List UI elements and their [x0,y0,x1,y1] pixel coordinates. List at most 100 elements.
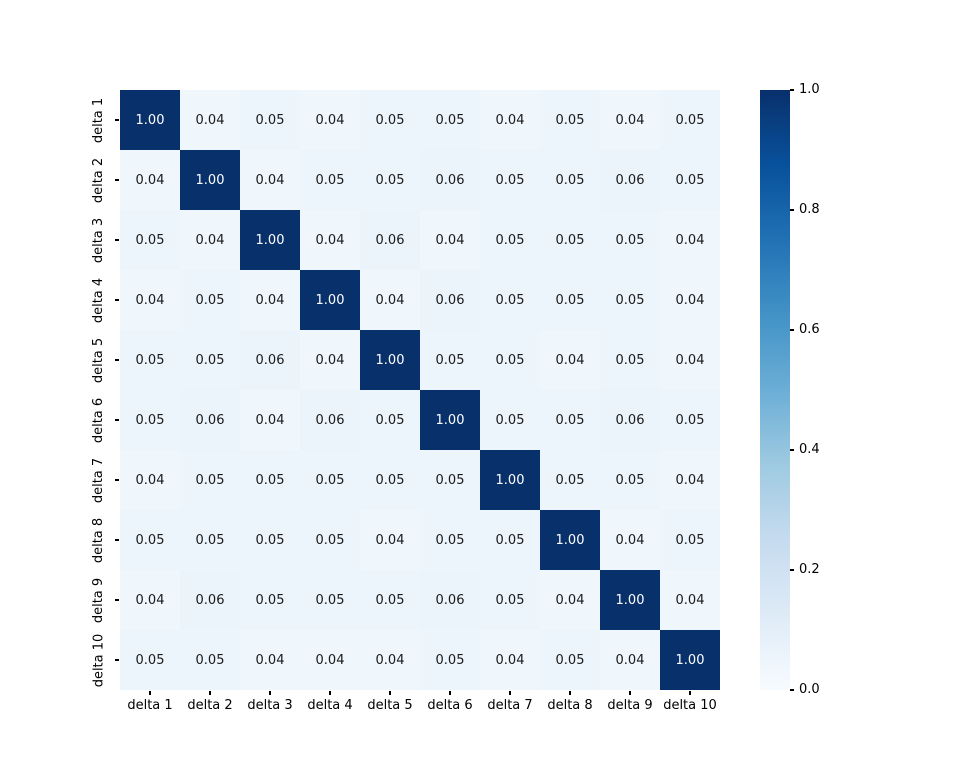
colorbar-tick-label: 0.4 [799,442,820,457]
heatmap-cell: 1.00 [240,210,300,270]
colorbar-gradient [760,90,790,690]
heatmap-cell: 0.05 [120,510,180,570]
heatmap-cell: 0.05 [180,450,240,510]
x-tick-mark [629,691,631,695]
y-tick-label-text: delta 4 [91,277,107,323]
heatmap-cell: 1.00 [180,150,240,210]
heatmap-cell: 0.04 [540,330,600,390]
x-tick-label: delta 1 [127,698,173,713]
heatmap-cell: 0.05 [240,90,300,150]
x-tick-label: delta 8 [547,698,593,713]
heatmap-cell: 1.00 [420,390,480,450]
heatmap-cell: 0.05 [540,630,600,690]
heatmap-cell: 0.05 [540,150,600,210]
heatmap-cell: 0.04 [360,270,420,330]
y-tick-mark [115,179,119,181]
colorbar-tick-label: 0.0 [799,682,820,697]
x-tick-mark [569,691,571,695]
heatmap-cell: 0.04 [300,210,360,270]
heatmap-cell: 0.05 [360,150,420,210]
heatmap-cell: 1.00 [120,90,180,150]
heatmap-cell: 0.05 [540,210,600,270]
heatmap-cell: 0.05 [300,450,360,510]
heatmap-cell: 0.05 [660,150,720,210]
heatmap-cell: 0.06 [360,210,420,270]
colorbar-tick-mark [790,329,794,331]
heatmap-cell: 1.00 [540,510,600,570]
x-tick-label: delta 7 [487,698,533,713]
heatmap-cell: 0.05 [120,630,180,690]
heatmap-cell: 0.05 [180,630,240,690]
heatmap-cell: 0.05 [300,570,360,630]
heatmap-cell: 0.05 [540,390,600,450]
heatmap-cell: 0.04 [660,270,720,330]
colorbar-tick-mark [790,89,794,91]
colorbar-tick-mark [790,449,794,451]
heatmap-cell: 0.04 [300,90,360,150]
heatmap-cell: 0.04 [120,450,180,510]
heatmap-cell: 0.06 [420,150,480,210]
y-tick-mark [115,299,119,301]
heatmap-cell: 0.05 [300,150,360,210]
y-tick-mark [115,119,119,121]
colorbar-tick-label: 0.6 [799,322,820,337]
colorbar-tick-label: 1.0 [799,82,820,97]
y-tick-label: delta 5 [86,330,112,390]
x-tick-label: delta 5 [367,698,413,713]
x-tick-mark [209,691,211,695]
heatmap-cell: 0.05 [480,150,540,210]
heatmap-cell: 0.05 [180,510,240,570]
heatmap-cell: 0.05 [360,390,420,450]
heatmap-cell: 0.06 [180,390,240,450]
heatmap-cell: 0.05 [120,390,180,450]
y-tick-mark [115,659,119,661]
colorbar-tick-label: 0.2 [799,562,820,577]
heatmap-cell: 0.04 [600,510,660,570]
x-tick-label: delta 3 [247,698,293,713]
heatmap-cell: 1.00 [600,570,660,630]
y-tick-label: delta 4 [86,270,112,330]
y-tick-label-text: delta 7 [91,457,107,503]
colorbar-tick-mark [790,569,794,571]
heatmap-cell: 0.06 [420,270,480,330]
x-tick-label: delta 6 [427,698,473,713]
y-tick-label-text: delta 10 [91,633,107,687]
heatmap-cell: 0.04 [360,630,420,690]
x-tick-mark [149,691,151,695]
heatmap-cell: 1.00 [660,630,720,690]
y-tick-label: delta 10 [86,630,112,690]
heatmap-cell: 0.05 [660,390,720,450]
heatmap-cell: 0.05 [480,510,540,570]
heatmap-cell: 0.06 [600,390,660,450]
heatmap-cell: 0.05 [540,450,600,510]
heatmap-cell: 0.05 [480,210,540,270]
heatmap-cell: 0.04 [480,90,540,150]
heatmap-cell: 0.04 [120,150,180,210]
x-tick-label: delta 10 [663,698,717,713]
colorbar-tick-label: 0.8 [799,202,820,217]
heatmap-cell: 0.06 [600,150,660,210]
heatmap-cell: 0.04 [240,150,300,210]
heatmap-cell: 1.00 [480,450,540,510]
heatmap-cell: 0.04 [660,450,720,510]
heatmap-cell: 0.04 [240,270,300,330]
heatmap-cell: 0.04 [540,570,600,630]
heatmap-cell: 0.05 [420,510,480,570]
heatmap-cell: 0.05 [300,510,360,570]
heatmap-cell: 0.04 [420,210,480,270]
heatmap-cell: 0.05 [240,570,300,630]
heatmap-cell: 0.05 [480,270,540,330]
y-tick-label: delta 8 [86,510,112,570]
heatmap-cell: 0.04 [240,390,300,450]
y-tick-label: delta 3 [86,210,112,270]
heatmap-cell: 0.05 [480,390,540,450]
heatmap-cell: 0.05 [180,270,240,330]
heatmap-cell: 0.06 [420,570,480,630]
heatmap-cell: 0.05 [600,330,660,390]
heatmap-cell: 0.06 [180,570,240,630]
heatmap-cell: 0.04 [300,330,360,390]
x-tick-mark [509,691,511,695]
heatmap-cell: 0.04 [660,210,720,270]
heatmap-cell: 0.04 [660,570,720,630]
